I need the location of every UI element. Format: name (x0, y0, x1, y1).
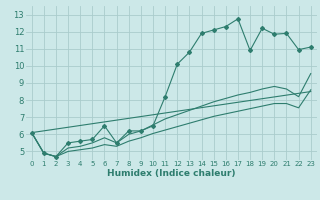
X-axis label: Humidex (Indice chaleur): Humidex (Indice chaleur) (107, 169, 236, 178)
